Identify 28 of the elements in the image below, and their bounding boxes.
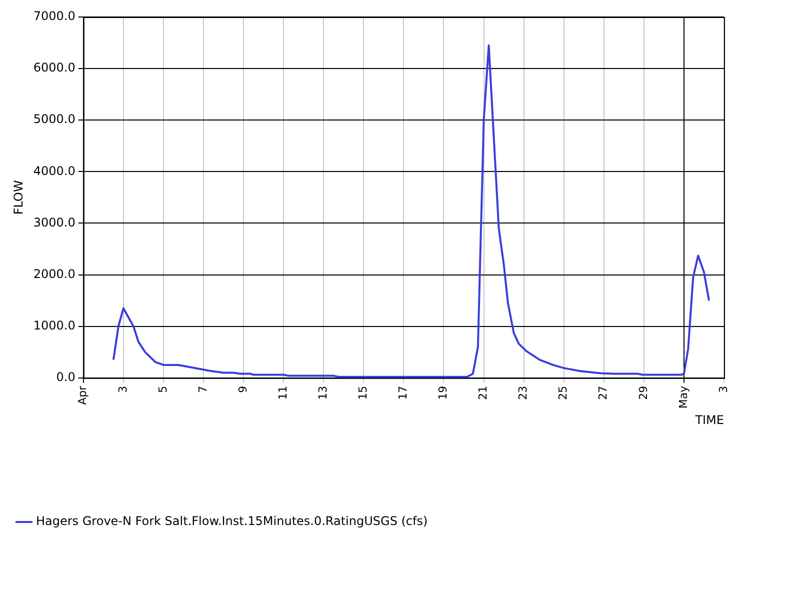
x-tick-label: 3 bbox=[716, 386, 730, 393]
x-tick-label: 7 bbox=[196, 386, 210, 393]
x-tick-label: 29 bbox=[636, 386, 650, 400]
y-tick-label: 4000.0 bbox=[33, 164, 76, 178]
x-tick-label: 5 bbox=[156, 386, 170, 393]
x-tick-label: 23 bbox=[516, 386, 530, 400]
y-tick-label: 3000.0 bbox=[33, 215, 76, 230]
x-tick-label: 13 bbox=[316, 386, 330, 400]
y-tick-label: 0.0 bbox=[56, 370, 76, 384]
y-tick-label: 1000.0 bbox=[33, 318, 76, 332]
x-tick-label: 19 bbox=[436, 386, 450, 400]
x-tick-label: 27 bbox=[596, 386, 610, 400]
x-tick-label: May bbox=[676, 385, 690, 409]
x-tick-label: 3 bbox=[116, 386, 130, 393]
x-tick-label: 9 bbox=[236, 386, 250, 393]
y-tick-label: 7000.0 bbox=[33, 9, 76, 24]
y-tick-label: 2000.0 bbox=[33, 266, 76, 281]
y-tick-label: 6000.0 bbox=[33, 60, 76, 75]
y-tick-label: 5000.0 bbox=[33, 112, 76, 126]
y-axis-title: FLOW bbox=[11, 180, 26, 215]
x-axis-title: TIME bbox=[694, 412, 724, 427]
x-tick-label: 21 bbox=[476, 386, 490, 400]
x-tick-label: 15 bbox=[356, 386, 370, 400]
x-tick-label: 17 bbox=[396, 386, 410, 400]
legend-label: Hagers Grove-N Fork Salt.Flow.Inst.15Minutes.0.RatingUSGS (cfs) bbox=[36, 514, 428, 528]
x-tick-label: 11 bbox=[276, 386, 290, 400]
x-tick-label: Apr bbox=[76, 385, 90, 405]
x-tick-label: 25 bbox=[556, 386, 570, 400]
